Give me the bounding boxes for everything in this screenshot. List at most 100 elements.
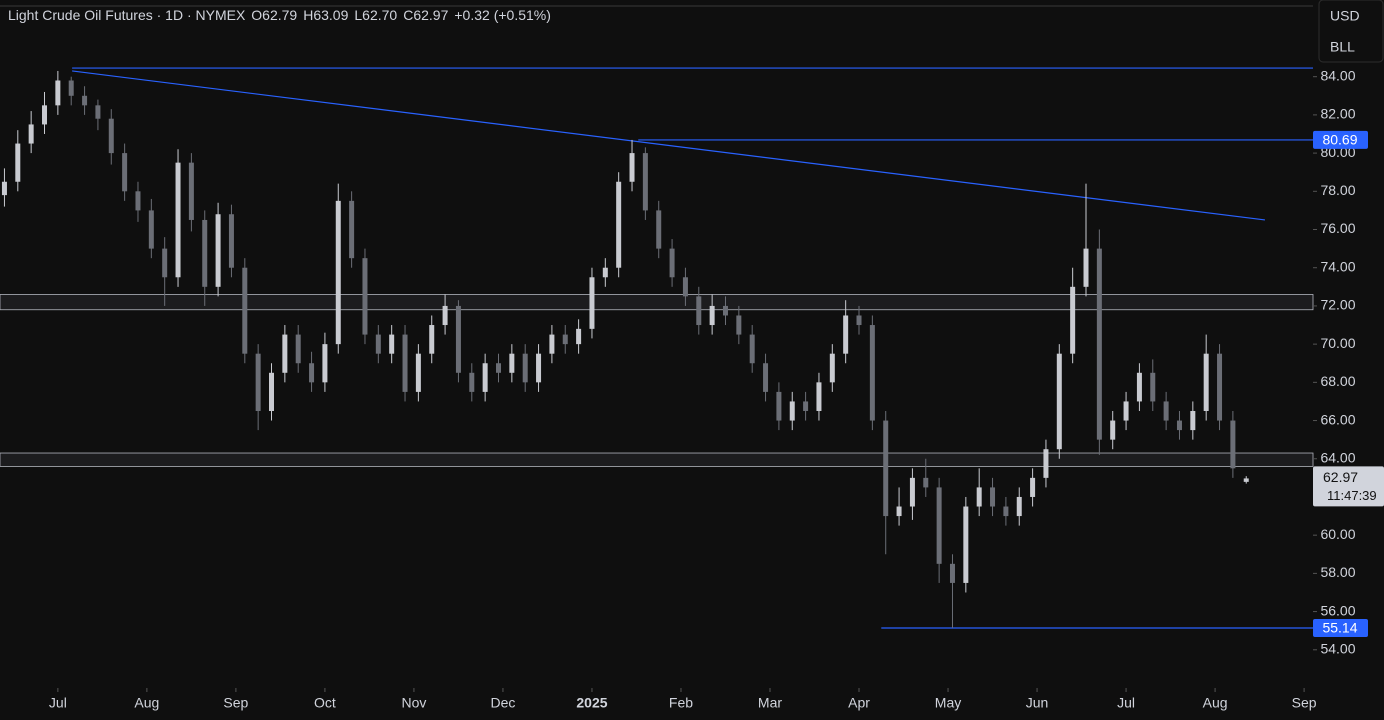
candle-body: [295, 334, 301, 364]
candle-body: [1070, 286, 1076, 354]
x-tick-label: Jul: [1117, 695, 1135, 711]
candle-body: [482, 363, 488, 392]
candle-body: [1150, 372, 1156, 402]
y-tick-label: 78.00: [1320, 182, 1355, 198]
y-tick-label: 64.00: [1320, 449, 1355, 465]
candle-body: [1176, 420, 1182, 431]
candle-body: [188, 162, 194, 220]
candle-body: [1083, 248, 1089, 287]
candle-body: [68, 80, 74, 96]
candle-body: [749, 334, 755, 364]
candle-body: [135, 191, 141, 211]
candle-body: [1217, 353, 1223, 421]
candle-body: [536, 353, 542, 383]
symbol-header: Light Crude Oil Futures · 1D · NYMEX O62.…: [8, 7, 551, 23]
candle-body: [495, 363, 501, 373]
y-tick-label: 54.00: [1320, 640, 1355, 656]
y-tick-label: 82.00: [1320, 106, 1355, 122]
candle-body: [28, 124, 34, 144]
candle-body: [82, 95, 88, 106]
candle-body: [789, 401, 795, 421]
x-tick-label: Aug: [134, 695, 159, 711]
candle-body: [122, 153, 128, 192]
currency-box: [1318, 0, 1384, 63]
candle-body: [1056, 353, 1062, 450]
trendline: [72, 70, 1266, 221]
candle-body: [1230, 420, 1236, 469]
candle-body: [455, 305, 461, 373]
candle-body: [803, 401, 809, 411]
candle-body: [55, 80, 61, 106]
candle-body: [402, 334, 408, 392]
candle-body: [829, 353, 835, 383]
candle-body: [1163, 401, 1169, 421]
candle-body: [843, 315, 849, 354]
x-tick-label: Sep: [1292, 695, 1317, 711]
candle-body: [148, 210, 154, 249]
candle-body: [309, 363, 315, 383]
y-tick-label: 68.00: [1320, 373, 1355, 389]
candle-body: [669, 248, 675, 278]
candle-body: [389, 334, 395, 354]
candle-body: [696, 296, 702, 326]
candle-body: [108, 118, 114, 154]
y-tick-label: 56.00: [1320, 602, 1355, 618]
candle-body: [15, 143, 21, 182]
candle-body: [949, 563, 955, 583]
zone: [0, 452, 1314, 467]
candle-body: [429, 325, 435, 354]
current-price-box: [1313, 466, 1384, 507]
candle-body: [269, 372, 275, 411]
header-item: Light Crude Oil Futures · 1D · NYMEX: [8, 7, 246, 23]
candle-body: [576, 328, 582, 345]
candle-body: [335, 200, 341, 345]
y-tick-label: 72.00: [1320, 297, 1355, 313]
candle-body: [883, 420, 889, 517]
x-tick-label: Nov: [401, 695, 426, 711]
candle-body: [442, 305, 448, 326]
candle-body: [549, 334, 555, 354]
price-label: 55.14: [1322, 620, 1357, 636]
candle-body: [255, 353, 261, 411]
candle-body: [1003, 506, 1009, 517]
candle-body: [776, 391, 782, 421]
candle-body: [375, 334, 381, 354]
x-tick-label: Jul: [49, 695, 67, 711]
currency-label: BLL: [1330, 39, 1355, 55]
candle-body: [896, 506, 902, 517]
candle-body: [228, 214, 234, 268]
candle-body: [162, 248, 168, 278]
candle-body: [1136, 372, 1142, 402]
candle-body: [562, 334, 568, 345]
price-label: 80.69: [1322, 132, 1357, 148]
candle-body: [616, 181, 622, 268]
x-tick-label: Feb: [669, 695, 693, 711]
candle-body: [1030, 477, 1036, 497]
candle-body: [816, 382, 822, 411]
y-tick-label: 84.00: [1320, 67, 1355, 83]
x-tick-label: Oct: [314, 695, 336, 711]
candle-body: [175, 162, 181, 278]
candle-body: [936, 487, 942, 564]
candle-body: [202, 219, 208, 287]
x-tick-label: Mar: [758, 695, 782, 711]
candle-body: [349, 200, 355, 259]
candle-body: [856, 315, 862, 326]
candle-body: [963, 506, 969, 583]
current-price: 62.97: [1323, 469, 1358, 485]
candle-body: [709, 305, 715, 326]
y-tick-label: 58.00: [1320, 564, 1355, 580]
price-label-box: [1313, 619, 1368, 638]
candle-body: [415, 353, 421, 392]
candle-body: [682, 277, 688, 297]
header-item: H63.09: [303, 7, 349, 23]
candle-body: [976, 487, 982, 507]
x-tick-label: Apr: [848, 695, 870, 711]
y-tick-label: 76.00: [1320, 220, 1355, 236]
candle-body: [869, 325, 875, 421]
x-tick-label: Aug: [1203, 695, 1228, 711]
candle-body: [1110, 420, 1116, 440]
